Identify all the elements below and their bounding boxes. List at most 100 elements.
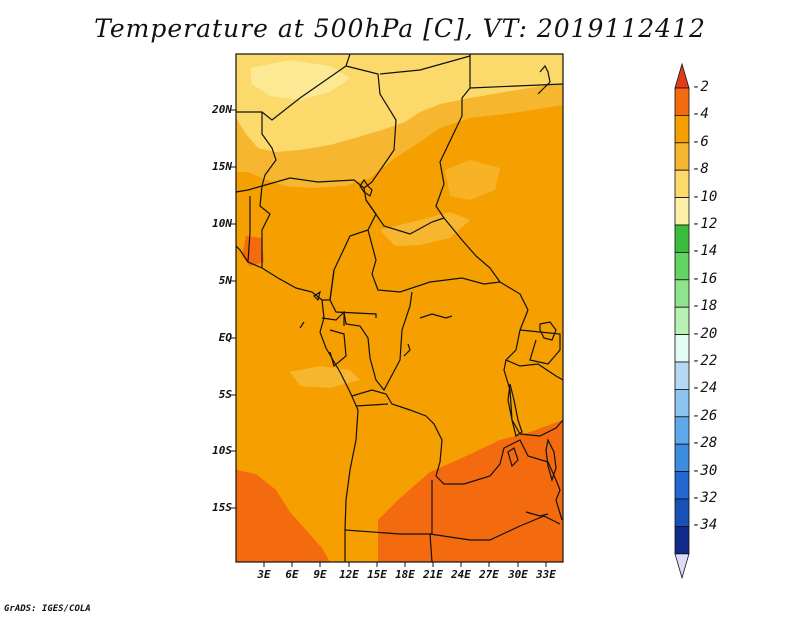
field-patch-mid-3 bbox=[445, 160, 500, 200]
colorbar-label: -2 bbox=[692, 79, 709, 95]
lat-label: 15S bbox=[212, 501, 232, 514]
lon-label: 12E bbox=[339, 568, 359, 581]
lon-label: 33E bbox=[536, 568, 556, 581]
river-congo-2 bbox=[403, 343, 411, 357]
field-band-warm-sw bbox=[236, 470, 330, 562]
lake-tanganyika bbox=[507, 383, 523, 437]
colorbar-swatch bbox=[674, 197, 690, 226]
colorbar-label: -26 bbox=[692, 407, 718, 424]
colorbar-swatch bbox=[674, 388, 690, 418]
colorbar-label: -34 bbox=[692, 517, 718, 534]
lat-label: 5N bbox=[218, 274, 232, 287]
colorbar-label: -10 bbox=[692, 188, 718, 205]
colorbar-label: -24 bbox=[692, 380, 718, 397]
colorbar-label: -8 bbox=[692, 161, 709, 178]
lake-small bbox=[313, 290, 321, 302]
colorbar-label: -30 bbox=[692, 462, 718, 479]
lon-label: 24E bbox=[451, 568, 471, 581]
colorbar-label: -4 bbox=[692, 106, 709, 123]
lat-label: 5S bbox=[218, 388, 232, 401]
grads-credit: GrADS: IGES/COLA bbox=[4, 604, 91, 614]
colorbar-label: -32 bbox=[692, 490, 718, 506]
colorbar-swatch bbox=[674, 334, 690, 363]
colorbar-swatch bbox=[674, 443, 690, 473]
coastline-red-sea bbox=[537, 64, 551, 95]
border-chad-sudan bbox=[435, 54, 501, 283]
borders bbox=[236, 54, 563, 562]
border-drc-angola bbox=[351, 389, 464, 485]
lat-label: 15N bbox=[212, 160, 232, 173]
colorbar-swatch bbox=[674, 498, 690, 527]
colorbar-label: -12 bbox=[692, 216, 718, 232]
colorbar-swatch bbox=[674, 361, 690, 390]
border-gabon bbox=[329, 312, 347, 368]
lon-label: 30E bbox=[508, 568, 528, 581]
lon-label: 18E bbox=[395, 568, 415, 581]
border-car-drc bbox=[367, 229, 529, 311]
lon-label: 21E bbox=[423, 568, 443, 581]
border-drc-east bbox=[503, 309, 529, 435]
border-angola-north bbox=[355, 403, 389, 407]
colorbar-swatch bbox=[674, 87, 690, 116]
colorbar-label: -22 bbox=[692, 353, 718, 369]
border-togo bbox=[247, 196, 251, 263]
lon-label: 15E bbox=[367, 568, 387, 581]
lon-label: 9E bbox=[313, 568, 327, 581]
colorbar-label: -16 bbox=[692, 270, 718, 287]
lake-mweru bbox=[507, 447, 519, 468]
border-rwanda-tanzania bbox=[505, 359, 563, 381]
colorbar-swatch bbox=[674, 224, 690, 253]
border-zambia-zimbabwe bbox=[429, 515, 561, 541]
border-benin bbox=[259, 185, 271, 268]
border-niger-libya bbox=[345, 65, 397, 189]
lon-label: 3E bbox=[257, 568, 271, 581]
lon-label: 27E bbox=[479, 568, 499, 581]
colorbar-swatch bbox=[674, 306, 690, 336]
temperature-field bbox=[236, 54, 563, 562]
colorbar-label: -6 bbox=[692, 133, 709, 150]
lat-label: 10N bbox=[212, 217, 232, 230]
map-title: Temperature at 500hPa [C], VT: 201911241… bbox=[94, 14, 706, 43]
colorbar-swatch bbox=[674, 526, 690, 555]
border-cameroon-gabon bbox=[329, 269, 377, 318]
border-chad-car bbox=[365, 199, 445, 235]
colorbar-swatch bbox=[674, 471, 690, 500]
colorbar-top-arrow bbox=[674, 62, 690, 89]
colorbar-label: -18 bbox=[692, 298, 718, 315]
colorbar-swatch bbox=[674, 142, 690, 171]
lon-label: 6E bbox=[285, 568, 299, 581]
lat-label: EQ bbox=[218, 331, 232, 344]
colorbar bbox=[674, 62, 690, 580]
field-patch-coldest bbox=[250, 60, 350, 100]
field-patch-mid-2 bbox=[290, 366, 360, 388]
colorbar-swatch bbox=[674, 416, 690, 445]
colorbar-label: -28 bbox=[692, 435, 718, 452]
field-patch-warm-w bbox=[242, 236, 264, 266]
colorbar-swatch bbox=[674, 279, 690, 308]
lake-kariba bbox=[525, 511, 549, 517]
colorbar-label: -20 bbox=[692, 325, 718, 342]
border-mozambique bbox=[555, 479, 563, 521]
border-mali-niger bbox=[236, 112, 277, 193]
river-congo-1 bbox=[419, 313, 453, 319]
border-uganda-kenya bbox=[519, 329, 561, 365]
lake-malawi bbox=[545, 438, 557, 483]
ticks bbox=[231, 109, 547, 567]
colorbar-swatch bbox=[674, 115, 690, 144]
border-mali-algeria bbox=[236, 54, 351, 121]
border-angola-namibia bbox=[344, 529, 433, 562]
colorbar-swatch bbox=[674, 169, 690, 198]
lake-chad bbox=[359, 178, 373, 197]
island-bioko bbox=[299, 321, 305, 329]
lat-label: 20N bbox=[212, 103, 232, 116]
colorbar-label: -14 bbox=[692, 243, 718, 260]
field-patch-mid-1 bbox=[380, 212, 470, 246]
border-tanzania-south bbox=[519, 419, 563, 437]
lake-victoria bbox=[539, 321, 557, 341]
lat-label: 10S bbox=[212, 444, 232, 457]
map-frame bbox=[235, 53, 564, 563]
colorbar-swatch bbox=[674, 251, 690, 281]
colorbar-bottom-arrow bbox=[674, 553, 690, 580]
border-drc-zambia bbox=[463, 439, 557, 485]
